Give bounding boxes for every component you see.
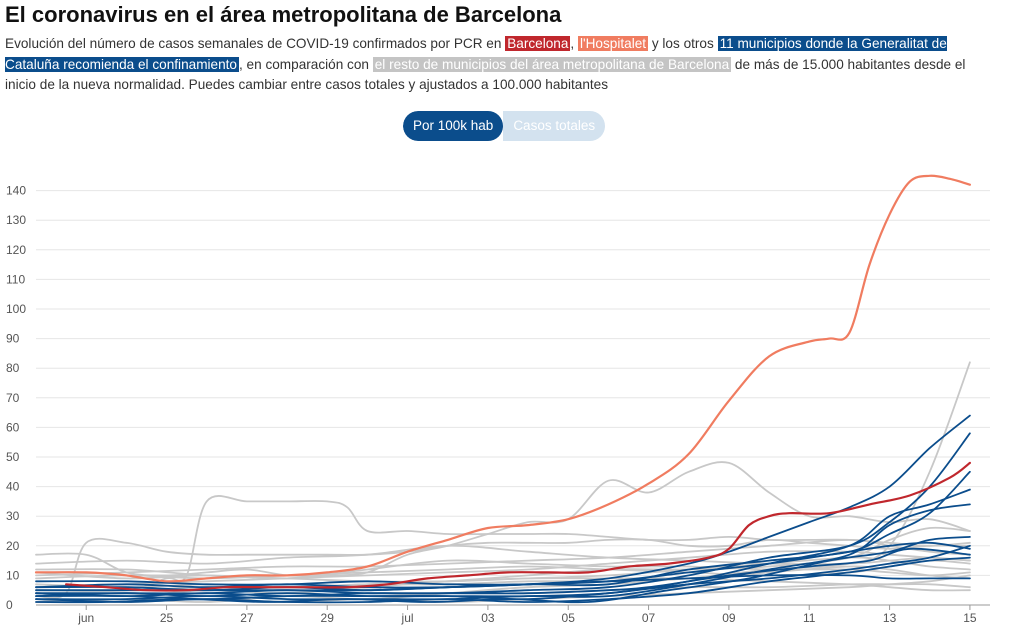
y-tick-label: 90 — [6, 332, 20, 346]
toggle-per-100k-button[interactable]: Por 100k hab — [403, 111, 504, 141]
y-tick-label: 110 — [6, 272, 25, 286]
x-tick-label: 29 — [321, 611, 335, 625]
y-tick-label: 80 — [6, 361, 20, 375]
desc-text-2: y los otros — [648, 36, 718, 51]
page-title: El coronavirus en el área metropolitana … — [5, 2, 562, 27]
y-tick-label: 140 — [6, 184, 26, 198]
series-line-r14[interactable] — [35, 559, 971, 580]
y-tick-label: 130 — [6, 213, 26, 227]
x-tick-label: 15 — [963, 611, 977, 625]
series-line-barcelona[interactable] — [65, 461, 971, 592]
series-line-m10[interactable] — [35, 574, 971, 586]
axis-layer: 0 10 20 30 40 50 60 70 80 90 100 110 120 130 140 jun 25 2… — [6, 184, 990, 625]
toggle-total-cases-button[interactable]: Casos totales — [503, 111, 606, 141]
unit-toggle: Por 100k hab Casos totales — [403, 111, 606, 141]
x-tick-label: 05 — [562, 611, 576, 625]
series-line-m3[interactable] — [35, 470, 971, 592]
desc-text-3: , en comparación con — [239, 56, 373, 72]
x-tick-label: jun — [77, 611, 94, 625]
series-line-r5[interactable] — [35, 539, 971, 577]
x-tick-label: 27 — [240, 611, 254, 625]
x-tick-label: 11 — [803, 611, 816, 625]
legend-resto: el resto de municipios del área metropol… — [372, 56, 732, 72]
y-tick-label: 100 — [6, 302, 26, 316]
x-tick-label: 09 — [722, 611, 736, 625]
series-line-r3[interactable] — [35, 461, 971, 577]
x-tick-label: 25 — [160, 611, 174, 625]
series-layer — [34, 174, 971, 604]
legend-hospitalet: l'Hospitalet — [577, 36, 649, 51]
y-tick-label: 120 — [6, 243, 26, 257]
desc-sep-1: , — [570, 36, 578, 51]
series-line-l-hospitalet[interactable] — [34, 174, 971, 583]
y-tick-label: 50 — [6, 450, 20, 464]
y-tick-label: 30 — [6, 509, 20, 523]
desc-text-4: de más de 15.000 habitantes desde el ini… — [5, 56, 966, 93]
y-tick-label: 20 — [6, 539, 20, 553]
x-tick-label: 03 — [481, 611, 495, 625]
y-tick-label: 60 — [6, 420, 20, 434]
series-line-r9[interactable] — [35, 544, 971, 565]
desc-text-1: Evolución del número de casos semanales … — [5, 36, 506, 51]
y-tick-label: 70 — [6, 391, 20, 405]
legend-barcelona: Barcelona — [505, 36, 571, 51]
x-tick-label: 13 — [883, 611, 897, 625]
y-tick-label: 40 — [6, 480, 20, 494]
chart-description: Evolución del número de casos semanales … — [5, 34, 995, 96]
series-line-m8[interactable] — [35, 547, 971, 595]
y-tick-label: 10 — [6, 568, 20, 582]
y-tick-label: 0 — [6, 598, 13, 612]
x-tick-label: 07 — [642, 611, 656, 625]
series-line-m11[interactable] — [35, 556, 971, 604]
x-tick-label: jul — [401, 611, 414, 625]
